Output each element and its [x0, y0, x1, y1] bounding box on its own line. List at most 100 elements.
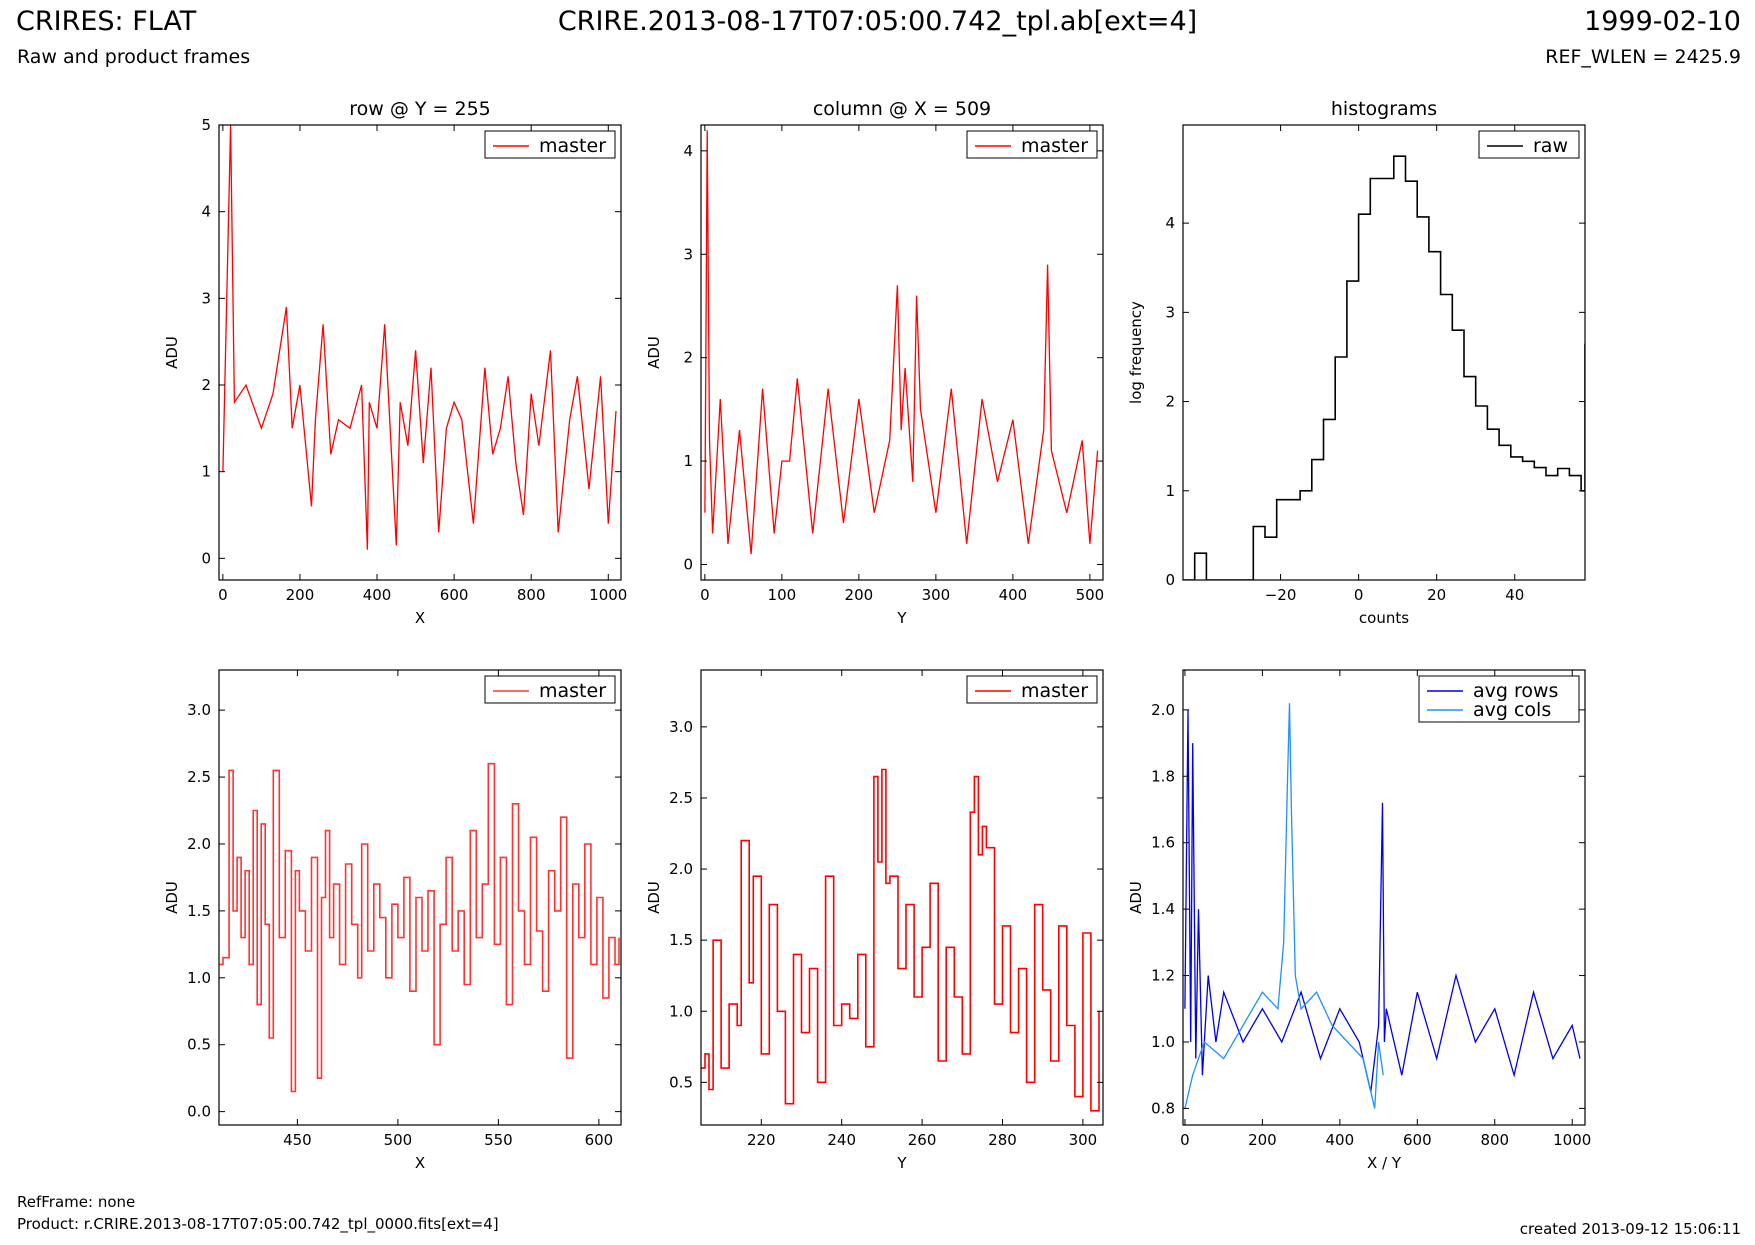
legend-label: master: [539, 135, 606, 157]
ref-frame: RefFrame: none: [17, 1193, 136, 1211]
y-tick-label: 3.0: [669, 718, 693, 736]
y-tick-label: 0.5: [187, 1036, 211, 1054]
plot-frame: [1182, 124, 1586, 581]
y-tick-label: 4: [201, 203, 211, 221]
chart-panel-1: 0 200 400 600 800 1000 0 1 2 3 4 5 row @ Y = 255 X ADU…: [163, 98, 627, 627]
y-tick-label: 5: [201, 116, 211, 134]
x-tick-label: 0: [1180, 1131, 1190, 1149]
y-axis-label: log frequency: [1127, 301, 1145, 404]
x-tick-label: 0: [218, 586, 228, 604]
series-line-avg-rows: [1184, 709, 1581, 1092]
file-title: CRIRE.2013-08-17T07:05:00.742_tpl.ab[ext…: [557, 6, 1198, 37]
x-axis-label: Y: [896, 609, 907, 627]
x-tick-label: 600: [440, 586, 469, 604]
x-tick-label: 20: [1427, 586, 1446, 604]
ref-wlen: REF_WLEN = 2425.9: [1545, 46, 1741, 68]
legend-label: master: [1021, 680, 1088, 702]
x-tick-label: 300: [922, 586, 951, 604]
y-tick-label: 3.0: [187, 701, 211, 719]
series-line-master: [701, 768, 1100, 1112]
x-tick-label: 800: [517, 586, 546, 604]
legend-label: master: [1021, 135, 1088, 157]
series-line-avg-cols: [1184, 703, 1384, 1109]
x-axis-label: Y: [896, 1154, 907, 1172]
subtitle: Raw and product frames: [17, 46, 251, 68]
y-tick-label: 2.5: [187, 768, 211, 786]
legend-box: [1478, 130, 1580, 159]
y-axis-label: ADU: [163, 881, 181, 914]
chart-title: histograms: [1331, 98, 1437, 120]
series-line-master: [219, 762, 620, 1093]
y-tick-label: 4: [683, 142, 693, 160]
y-tick-label: 4: [1165, 214, 1175, 232]
x-tick-label: 200: [286, 586, 315, 604]
y-tick-label: 0: [683, 555, 693, 573]
x-tick-label: 0: [1354, 586, 1364, 604]
chart-panel-5: 220 240 260 280 300 0.5 1.0 1.5 2.0 2.5 3.0 Y ADU mas…: [645, 669, 1104, 1172]
legend-label: avg rows: [1473, 680, 1558, 702]
x-axis-label: X: [415, 1154, 425, 1172]
chart-panel-6: 0 200 400 600 800 1000 0.8 1.0 1.2 1.4 1.6 1.8 2.0 X …: [1127, 669, 1591, 1172]
legend: master: [484, 675, 616, 704]
x-tick-label: 550: [484, 1131, 513, 1149]
x-tick-label: 1000: [1553, 1131, 1591, 1149]
y-tick-label: 1.2: [1151, 967, 1175, 985]
y-tick-label: 1.0: [187, 969, 211, 987]
x-axis-label: counts: [1359, 609, 1409, 627]
x-tick-label: −20: [1265, 586, 1297, 604]
x-tick-label: 240: [827, 1131, 856, 1149]
legend-box: [484, 130, 616, 159]
created-timestamp: created 2013-09-12 15:06:11: [1519, 1220, 1741, 1238]
x-axis-label: X: [415, 609, 425, 627]
chart-title: column @ X = 509: [813, 98, 991, 120]
y-tick-label: 1.0: [669, 1002, 693, 1020]
x-tick-label: 100: [768, 586, 797, 604]
y-tick-label: 1: [1165, 482, 1175, 500]
x-tick-label: 800: [1480, 1131, 1509, 1149]
x-tick-label: 400: [999, 586, 1028, 604]
legend-label: raw: [1533, 135, 1568, 157]
plot-frame: [700, 124, 1104, 581]
y-tick-label: 1: [201, 463, 211, 481]
legend-box: [966, 130, 1098, 159]
x-tick-label: 600: [585, 1131, 614, 1149]
x-tick-label: 200: [845, 586, 874, 604]
y-tick-label: 1.6: [1151, 834, 1175, 852]
legend-box: [484, 675, 616, 704]
y-axis-label: ADU: [645, 336, 663, 369]
series-line-raw: [1183, 155, 1585, 580]
legend-label: avg cols: [1473, 699, 1551, 721]
x-tick-label: 0: [700, 586, 710, 604]
y-tick-label: 1.5: [669, 931, 693, 949]
x-tick-label: 1000: [589, 586, 627, 604]
x-tick-label: 40: [1505, 586, 1524, 604]
legend-box: [966, 675, 1098, 704]
chart-panel-4: 450 500 550 600 0.0 0.5 1.0 1.5 2.0 2.5 3.0 X ADU mas…: [163, 669, 622, 1172]
x-tick-label: 600: [1403, 1131, 1432, 1149]
y-tick-label: 0.0: [187, 1103, 211, 1121]
y-tick-label: 3: [201, 289, 211, 307]
y-tick-label: 2.5: [669, 789, 693, 807]
y-tick-label: 2: [683, 349, 693, 367]
date: 1999-02-10: [1584, 6, 1741, 37]
legend-label: master: [539, 680, 606, 702]
y-tick-label: 0.5: [669, 1073, 693, 1091]
y-tick-label: 2: [201, 376, 211, 394]
y-tick-label: 0: [1165, 571, 1175, 589]
y-tick-label: 2: [1165, 393, 1175, 411]
x-tick-label: 500: [1076, 586, 1105, 604]
legend: master: [966, 675, 1098, 704]
y-tick-label: 2.0: [669, 860, 693, 878]
plot-frame: [1182, 669, 1586, 1126]
y-tick-label: 1.4: [1151, 900, 1175, 918]
product-name: Product: r.CRIRE.2013-08-17T07:05:00.742…: [17, 1215, 499, 1233]
x-tick-label: 300: [1069, 1131, 1098, 1149]
plot-frame: [218, 669, 622, 1126]
series-line-master: [704, 130, 1099, 555]
x-tick-label: 280: [988, 1131, 1017, 1149]
y-tick-label: 3: [683, 245, 693, 263]
chart-panel-3: −20 0 20 40 0 1 2 3 4 histograms counts log frequen…: [1127, 98, 1586, 627]
y-axis-label: ADU: [645, 881, 663, 914]
